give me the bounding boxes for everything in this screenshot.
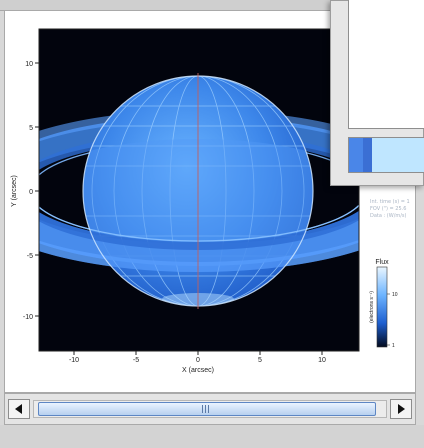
colorbar-unit: (electrons s⁻¹) [369, 291, 375, 323]
y-tick-label: 5 [29, 125, 33, 132]
scroll-track[interactable] [33, 400, 387, 418]
x-axis-ticks [73, 351, 323, 355]
y-tick-label: 0 [29, 189, 33, 196]
color-swatch-bar [348, 137, 424, 173]
color-swatch[interactable] [363, 138, 372, 172]
x-tick-label: -10 [69, 357, 79, 364]
color-swatch[interactable] [372, 138, 424, 172]
info-line: FOV (") = 25.6 [370, 206, 407, 212]
x-tick-label: 10 [318, 357, 326, 364]
scroll-right-button[interactable] [390, 399, 412, 419]
y-tick-label: -10 [23, 314, 33, 321]
status-area [0, 425, 424, 448]
y-tick-label: 10 [25, 61, 33, 68]
colorbar-gradient [376, 266, 388, 348]
info-line: Int. time (s) = 1 [370, 199, 410, 205]
y-axis-label: Y (arcsec) [11, 175, 18, 207]
y-axis-ticks [35, 62, 39, 317]
y-tick-label: -5 [27, 253, 33, 260]
triangle-right-icon [398, 404, 405, 414]
colorbar-title: Flux [375, 259, 389, 266]
triangle-left-icon [15, 404, 22, 414]
info-line: Data : (W/m/s) [370, 213, 407, 219]
x-axis-label: X (arcsec) [182, 367, 214, 374]
scroll-thumb[interactable] [38, 402, 376, 416]
color-palette-popup[interactable] [330, 0, 424, 186]
grip-lines-icon [201, 405, 211, 413]
colorbar-tick: 10 [392, 292, 398, 298]
x-tick-label: 0 [196, 357, 200, 364]
x-tick-label: 5 [258, 357, 262, 364]
popup-preview-area [348, 0, 424, 129]
image-viewer-panel: -10 -5 0 5 10 X (arcsec) 10 5 0 -5 -10 [4, 10, 416, 393]
plot-frame [38, 28, 360, 352]
saturn-image-plot[interactable]: -10 -5 0 5 10 X (arcsec) 10 5 0 -5 -10 [5, 11, 415, 392]
scroll-left-button[interactable] [8, 399, 30, 419]
horizontal-scrollbar[interactable] [4, 393, 416, 425]
flux-colorbar: Flux 10 1 (electrons s⁻¹) [369, 259, 398, 349]
x-tick-label: -5 [133, 357, 139, 364]
colorbar-tick: 1 [392, 343, 395, 349]
color-swatch[interactable] [349, 138, 363, 172]
